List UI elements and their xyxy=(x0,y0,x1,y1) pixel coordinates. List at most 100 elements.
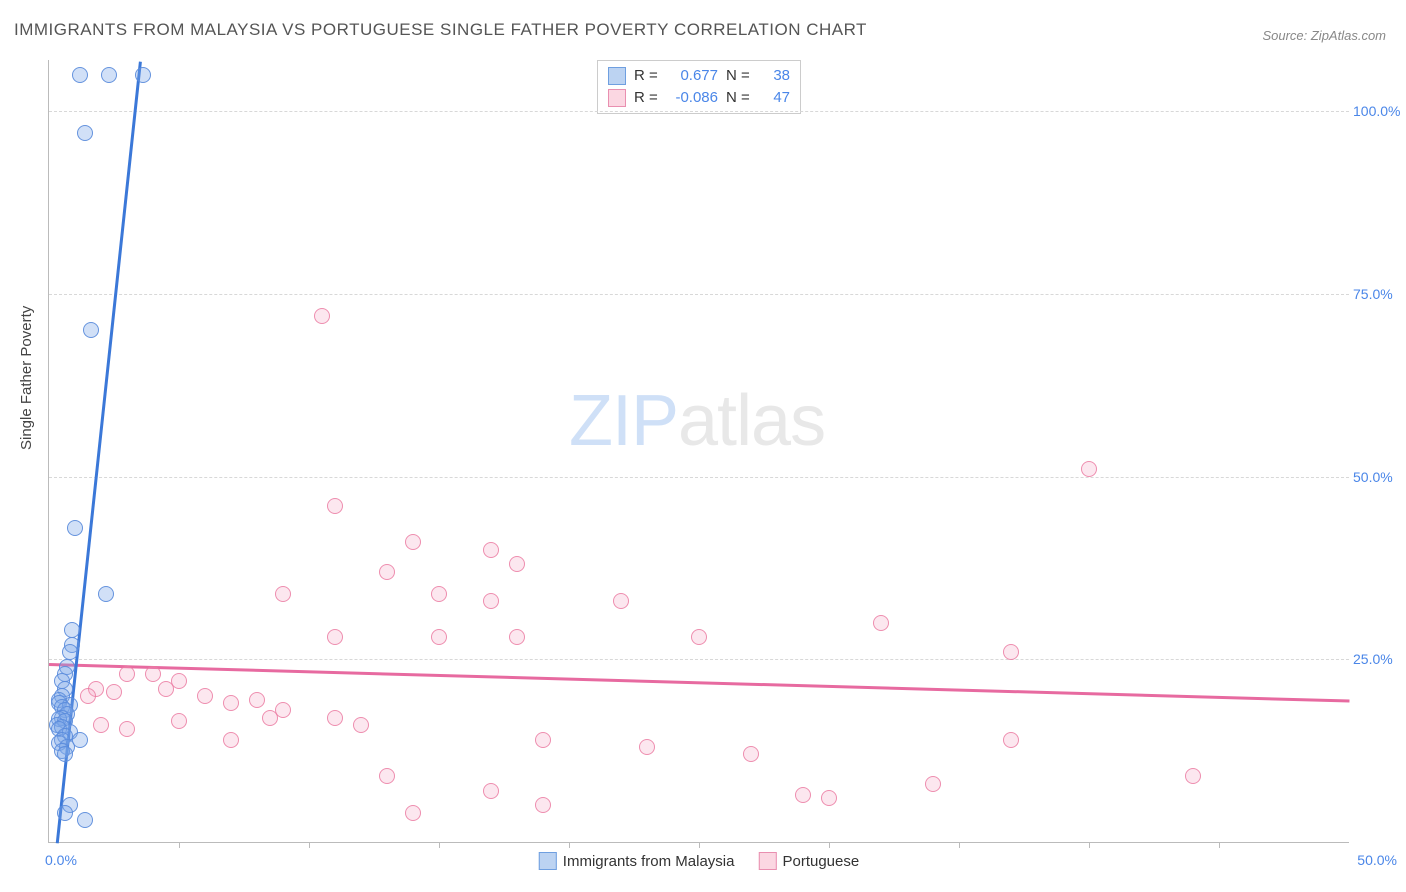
data-point xyxy=(262,710,278,726)
data-point xyxy=(223,695,239,711)
data-point xyxy=(379,564,395,580)
data-point xyxy=(72,67,88,83)
n-label: N = xyxy=(726,87,754,109)
data-point xyxy=(77,125,93,141)
data-point xyxy=(171,713,187,729)
gridline xyxy=(49,111,1349,112)
x-tick xyxy=(179,842,180,848)
x-tick xyxy=(1089,842,1090,848)
data-point xyxy=(145,666,161,682)
data-point xyxy=(98,586,114,602)
source-label: Source: ZipAtlas.com xyxy=(1262,28,1386,43)
gridline xyxy=(49,659,1349,660)
chart-title: IMMIGRANTS FROM MALAYSIA VS PORTUGUESE S… xyxy=(14,20,867,40)
data-point xyxy=(535,797,551,813)
data-point xyxy=(1081,461,1097,477)
data-point xyxy=(509,629,525,645)
correlation-legend: R = 0.677 N = 38 R = -0.086 N = 47 xyxy=(597,60,801,114)
x-tick xyxy=(1219,842,1220,848)
gridline xyxy=(49,294,1349,295)
data-point xyxy=(57,746,73,762)
data-point xyxy=(106,684,122,700)
data-point xyxy=(483,542,499,558)
data-point xyxy=(249,692,265,708)
data-point xyxy=(353,717,369,733)
trend-line xyxy=(49,663,1349,702)
legend-item-pink: Portuguese xyxy=(758,852,859,870)
data-point xyxy=(80,688,96,704)
data-point xyxy=(1003,732,1019,748)
x-tick xyxy=(569,842,570,848)
data-point xyxy=(405,534,421,550)
r-label: R = xyxy=(634,87,662,109)
data-point xyxy=(57,805,73,821)
swatch-blue xyxy=(608,67,626,85)
scatter-plot: ZIPatlas R = 0.677 N = 38 R = -0.086 N =… xyxy=(48,60,1349,843)
x-tick xyxy=(699,842,700,848)
x-tick xyxy=(959,842,960,848)
watermark-zip: ZIP xyxy=(569,381,678,461)
data-point xyxy=(795,787,811,803)
data-point xyxy=(431,586,447,602)
data-point xyxy=(743,746,759,762)
data-point xyxy=(873,615,889,631)
data-point xyxy=(405,805,421,821)
data-point xyxy=(327,498,343,514)
data-point xyxy=(535,732,551,748)
data-point xyxy=(925,776,941,792)
legend-item-blue: Immigrants from Malaysia xyxy=(539,852,735,870)
data-point xyxy=(314,308,330,324)
data-point xyxy=(821,790,837,806)
legend-label-blue: Immigrants from Malaysia xyxy=(563,853,735,870)
data-point xyxy=(1003,644,1019,660)
data-point xyxy=(135,67,151,83)
legend-row-blue: R = 0.677 N = 38 xyxy=(608,65,790,87)
y-tick-label: 25.0% xyxy=(1353,651,1399,667)
data-point xyxy=(483,783,499,799)
y-tick-label: 75.0% xyxy=(1353,286,1399,302)
data-point xyxy=(197,688,213,704)
data-point xyxy=(483,593,499,609)
x-tick xyxy=(829,842,830,848)
legend-label-pink: Portuguese xyxy=(782,853,859,870)
data-point xyxy=(327,710,343,726)
r-value-pink: -0.086 xyxy=(670,87,718,109)
data-point xyxy=(119,666,135,682)
r-label: R = xyxy=(634,65,662,87)
x-tick-label: 0.0% xyxy=(45,852,77,868)
data-point xyxy=(223,732,239,748)
n-value-pink: 47 xyxy=(762,87,790,109)
data-point xyxy=(158,681,174,697)
data-point xyxy=(691,629,707,645)
data-point xyxy=(101,67,117,83)
data-point xyxy=(379,768,395,784)
n-label: N = xyxy=(726,65,754,87)
data-point xyxy=(83,322,99,338)
data-point xyxy=(275,586,291,602)
data-point xyxy=(67,520,83,536)
data-point xyxy=(62,644,78,660)
y-tick-label: 50.0% xyxy=(1353,469,1399,485)
data-point xyxy=(639,739,655,755)
swatch-blue xyxy=(539,852,557,870)
data-point xyxy=(64,622,80,638)
x-tick xyxy=(439,842,440,848)
data-point xyxy=(1185,768,1201,784)
series-legend: Immigrants from Malaysia Portuguese xyxy=(539,852,859,870)
data-point xyxy=(77,812,93,828)
data-point xyxy=(72,732,88,748)
data-point xyxy=(93,717,109,733)
legend-row-pink: R = -0.086 N = 47 xyxy=(608,87,790,109)
x-tick xyxy=(309,842,310,848)
swatch-pink xyxy=(608,89,626,107)
y-tick-label: 100.0% xyxy=(1353,103,1399,119)
y-axis-label: Single Father Poverty xyxy=(18,306,35,450)
data-point xyxy=(509,556,525,572)
r-value-blue: 0.677 xyxy=(670,65,718,87)
x-tick-label: 50.0% xyxy=(1357,852,1397,868)
data-point xyxy=(613,593,629,609)
n-value-blue: 38 xyxy=(762,65,790,87)
gridline xyxy=(49,477,1349,478)
swatch-pink xyxy=(758,852,776,870)
watermark-atlas: atlas xyxy=(678,381,825,461)
